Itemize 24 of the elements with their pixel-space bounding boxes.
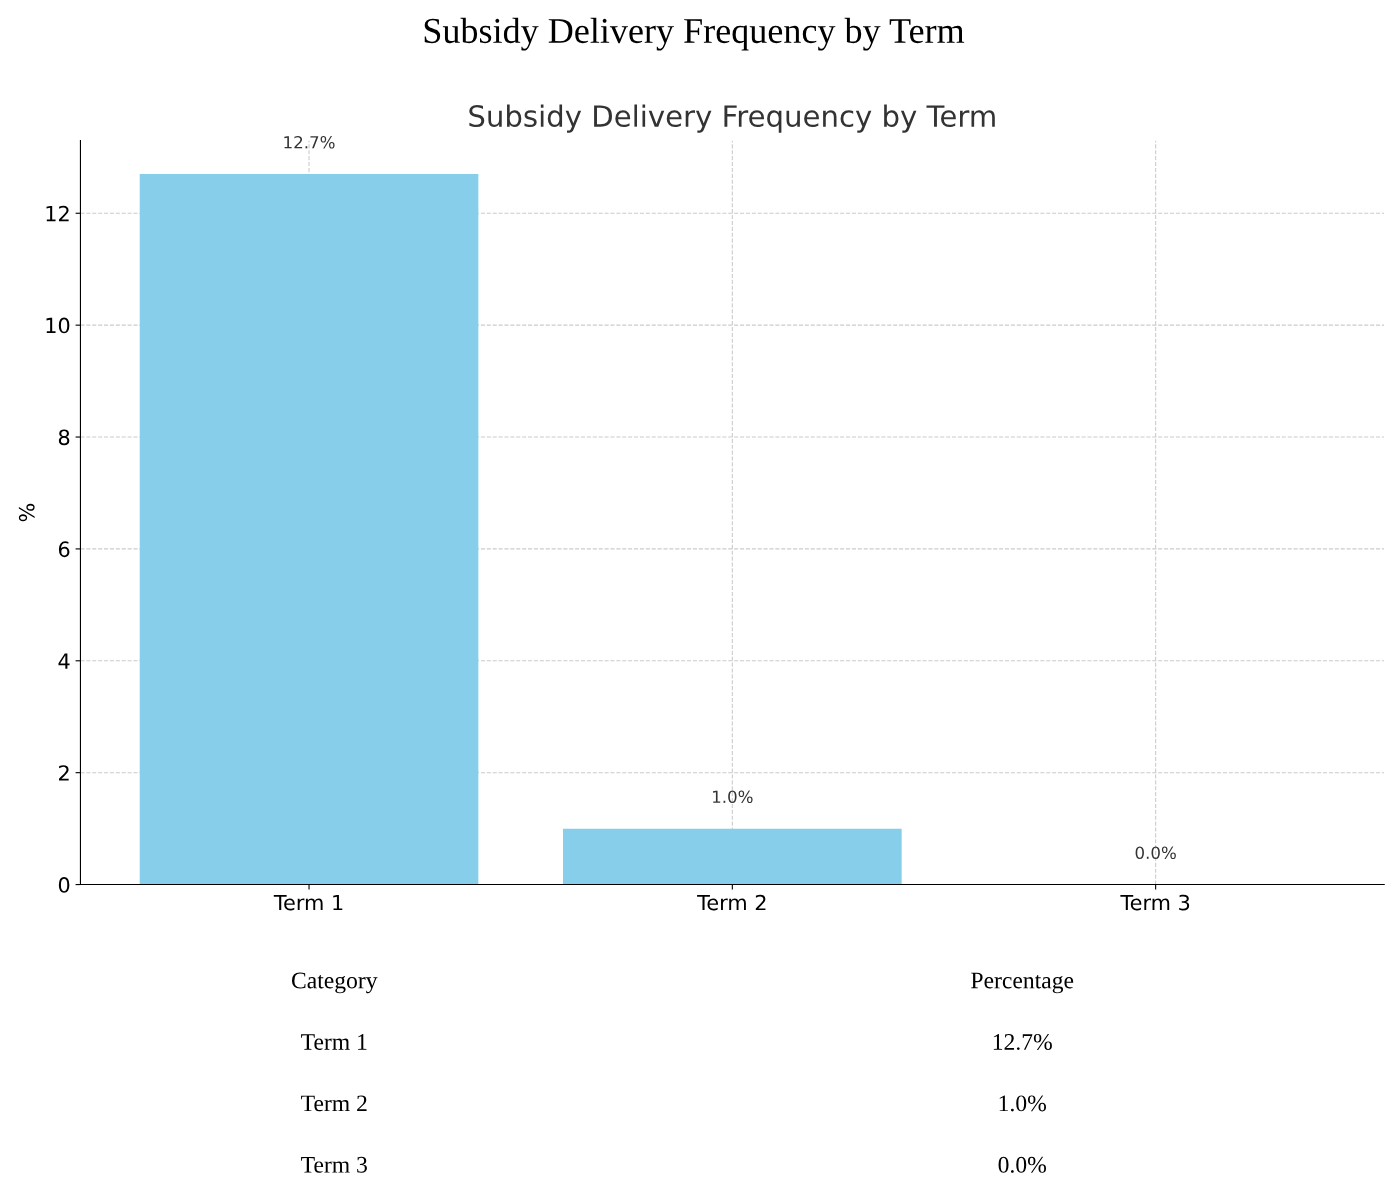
category-label: Term 3: [301, 1156, 367, 1173]
category-label: Term 2: [301, 1095, 367, 1112]
y-tick-label: 6: [58, 541, 70, 558]
x-tick-label: Term 1: [273, 894, 343, 911]
category-label: Term 1: [301, 1034, 367, 1050]
data-label: 12.7%: [284, 135, 335, 149]
data-label: 1.0%: [713, 790, 753, 804]
y-tick-label: 2: [59, 765, 69, 781]
text: Percentage: [971, 972, 1074, 994]
y-tick-label: 10: [46, 317, 70, 334]
text: 12.7%: [993, 1033, 1052, 1051]
y-tick-label: 0: [58, 877, 70, 893]
data-label: 0.0%: [1135, 846, 1176, 860]
chart-subtitle: Subsidy Delivery Frequency by Term: [469, 104, 995, 133]
y-tick-label: 12: [46, 205, 69, 222]
y-tick-label: 8: [58, 429, 70, 446]
text: 0.0%: [998, 1156, 1047, 1173]
y-axis-title: %: [18, 503, 35, 522]
text: Category: [291, 972, 378, 994]
x-tick-label: Term 2: [697, 894, 766, 911]
y-tick-label: 4: [58, 653, 70, 669]
text: 1.0%: [999, 1095, 1047, 1112]
x-tick-label: Term 3: [1120, 894, 1190, 911]
chart-title: Subsidy Delivery Frequency by Term: [424, 17, 965, 51]
